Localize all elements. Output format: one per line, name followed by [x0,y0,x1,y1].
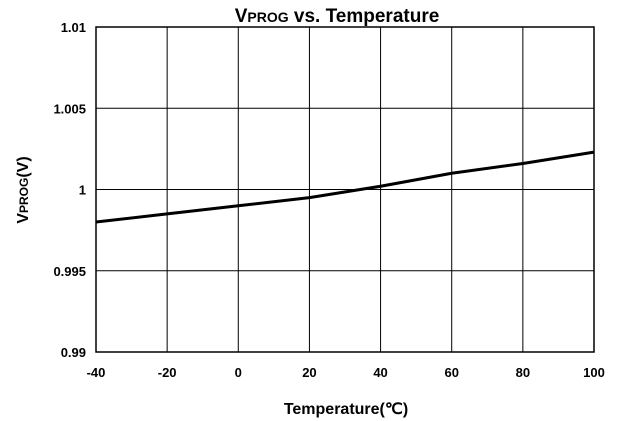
y-tick-label: 1.005 [53,101,86,116]
x-tick-label: -20 [158,365,177,380]
ylabel-subscript: PROG [17,178,31,213]
ylabel-rest: (V) [15,156,32,177]
x-tick-label: -40 [87,365,106,380]
y-tick-label: 1.01 [61,20,86,35]
chart-title: VPROG vs. Temperature [235,6,440,27]
x-tick-label: 80 [516,365,530,380]
x-tick-label: 20 [302,365,316,380]
x-axis-label: Temperature(℃) [284,401,408,418]
title-rest: vs. Temperature [289,6,440,27]
y-tick-label: 0.995 [53,264,86,279]
x-tick-label: 40 [373,365,387,380]
y-tick-label: 0.99 [61,345,86,360]
ylabel-main: V [15,213,32,224]
plot-frame [95,26,595,353]
y-tick-labels: 0.99 0.995 1 1.005 1.01 [53,20,86,360]
title-subscript: PROG [247,9,288,25]
x-tick-label: 100 [583,365,605,380]
title-main: V [235,6,248,27]
x-tick-label: 0 [235,365,242,380]
x-tick-labels: -40 -20 0 20 40 60 80 100 [87,365,605,380]
grid [95,26,595,353]
series-line-0 [95,150,595,224]
y-axis-label: VPROG(V) [15,156,32,223]
y-tick-label: 1 [79,183,86,198]
x-tick-label: 60 [444,365,458,380]
series-layer [95,150,595,224]
